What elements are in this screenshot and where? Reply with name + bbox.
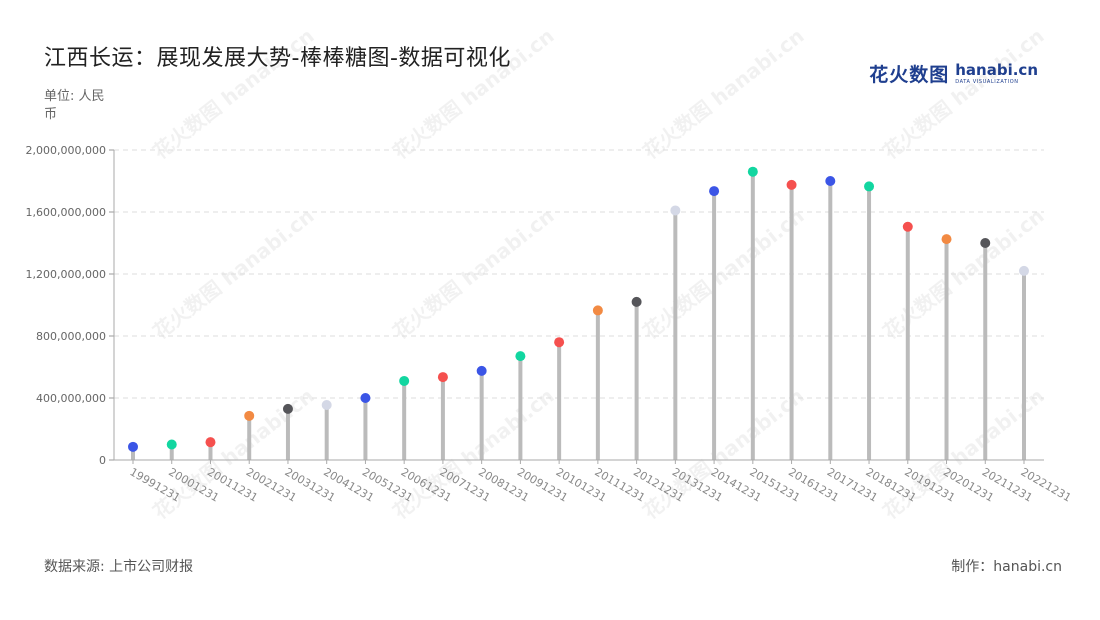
lollipop-point: [864, 181, 875, 192]
lollipop-point: [670, 205, 681, 216]
lollipop-point: [476, 365, 487, 376]
watermark: 花火数图 hanabi.cn: [148, 24, 318, 164]
lollipop-point: [321, 399, 332, 410]
lollipop-point: [166, 439, 177, 450]
grid-lines: [114, 149, 1044, 399]
lollipop-point: [941, 234, 952, 245]
logo-en-block: hanabi.cn DATA VISUALIZATION: [955, 60, 1038, 85]
lollipop-point: [515, 351, 526, 362]
y-tick-label: 0: [99, 454, 106, 467]
watermark: 花火数图 hanabi.cn: [638, 24, 808, 164]
lollipop-point: [554, 337, 565, 348]
y-tick-label: 400,000,000: [36, 392, 106, 405]
watermark: 花火数图 hanabi.cn: [388, 24, 558, 164]
lollipop-point: [902, 221, 913, 232]
y-tick-label: 2,000,000,000: [26, 144, 106, 157]
lollipop-point: [631, 296, 642, 307]
lollipop-point: [786, 179, 797, 190]
y-tick-label: 1,600,000,000: [26, 206, 106, 219]
watermark: 花火数图 hanabi.cn: [638, 384, 808, 524]
lollipop-point: [980, 238, 991, 248]
y-axis: 0 400,000,000 800,000,000 1,200,000,000 1,60…: [26, 144, 115, 467]
logo-en-text: hanabi.cn: [955, 60, 1038, 79]
unit-label: 单位: 人民币: [44, 89, 105, 122]
lollipop-point: [747, 166, 758, 177]
chart-title: 江西长运：展现发展大势-棒棒糖图-数据可视化: [44, 46, 511, 71]
lollipop-point: [709, 186, 720, 197]
logo-cn-text: 花火数图: [869, 64, 950, 86]
credit-text: 制作：hanabi.cn: [951, 559, 1062, 575]
lollipop-point: [1019, 265, 1029, 276]
lollipop-point: [825, 176, 836, 186]
lollipop-point: [282, 403, 293, 414]
lollipop-point: [360, 393, 371, 403]
y-tick-label: 1,200,000,000: [26, 268, 106, 281]
lollipop-point: [205, 437, 216, 448]
lollipop-points: [128, 166, 1029, 452]
watermark: 花火数图 hanabi.cn: [388, 384, 558, 524]
y-tick-label: 800,000,000: [36, 330, 106, 343]
logo-sub-text: DATA VISUALIZATION: [955, 78, 1019, 85]
data-source: 数据来源: 上市公司财报: [44, 559, 194, 575]
lollipop-point: [592, 305, 603, 316]
brand-logo: 花火数图 hanabi.cn DATA VISUALIZATION: [869, 60, 1038, 87]
lollipop-point: [244, 410, 255, 421]
lollipop-point: [128, 441, 138, 452]
watermark: 花火数图 hanabi.cn: [878, 24, 1048, 164]
lollipop-point: [437, 372, 448, 383]
lollipop-point: [399, 375, 410, 386]
lollipop-stems: [131, 171, 1026, 460]
